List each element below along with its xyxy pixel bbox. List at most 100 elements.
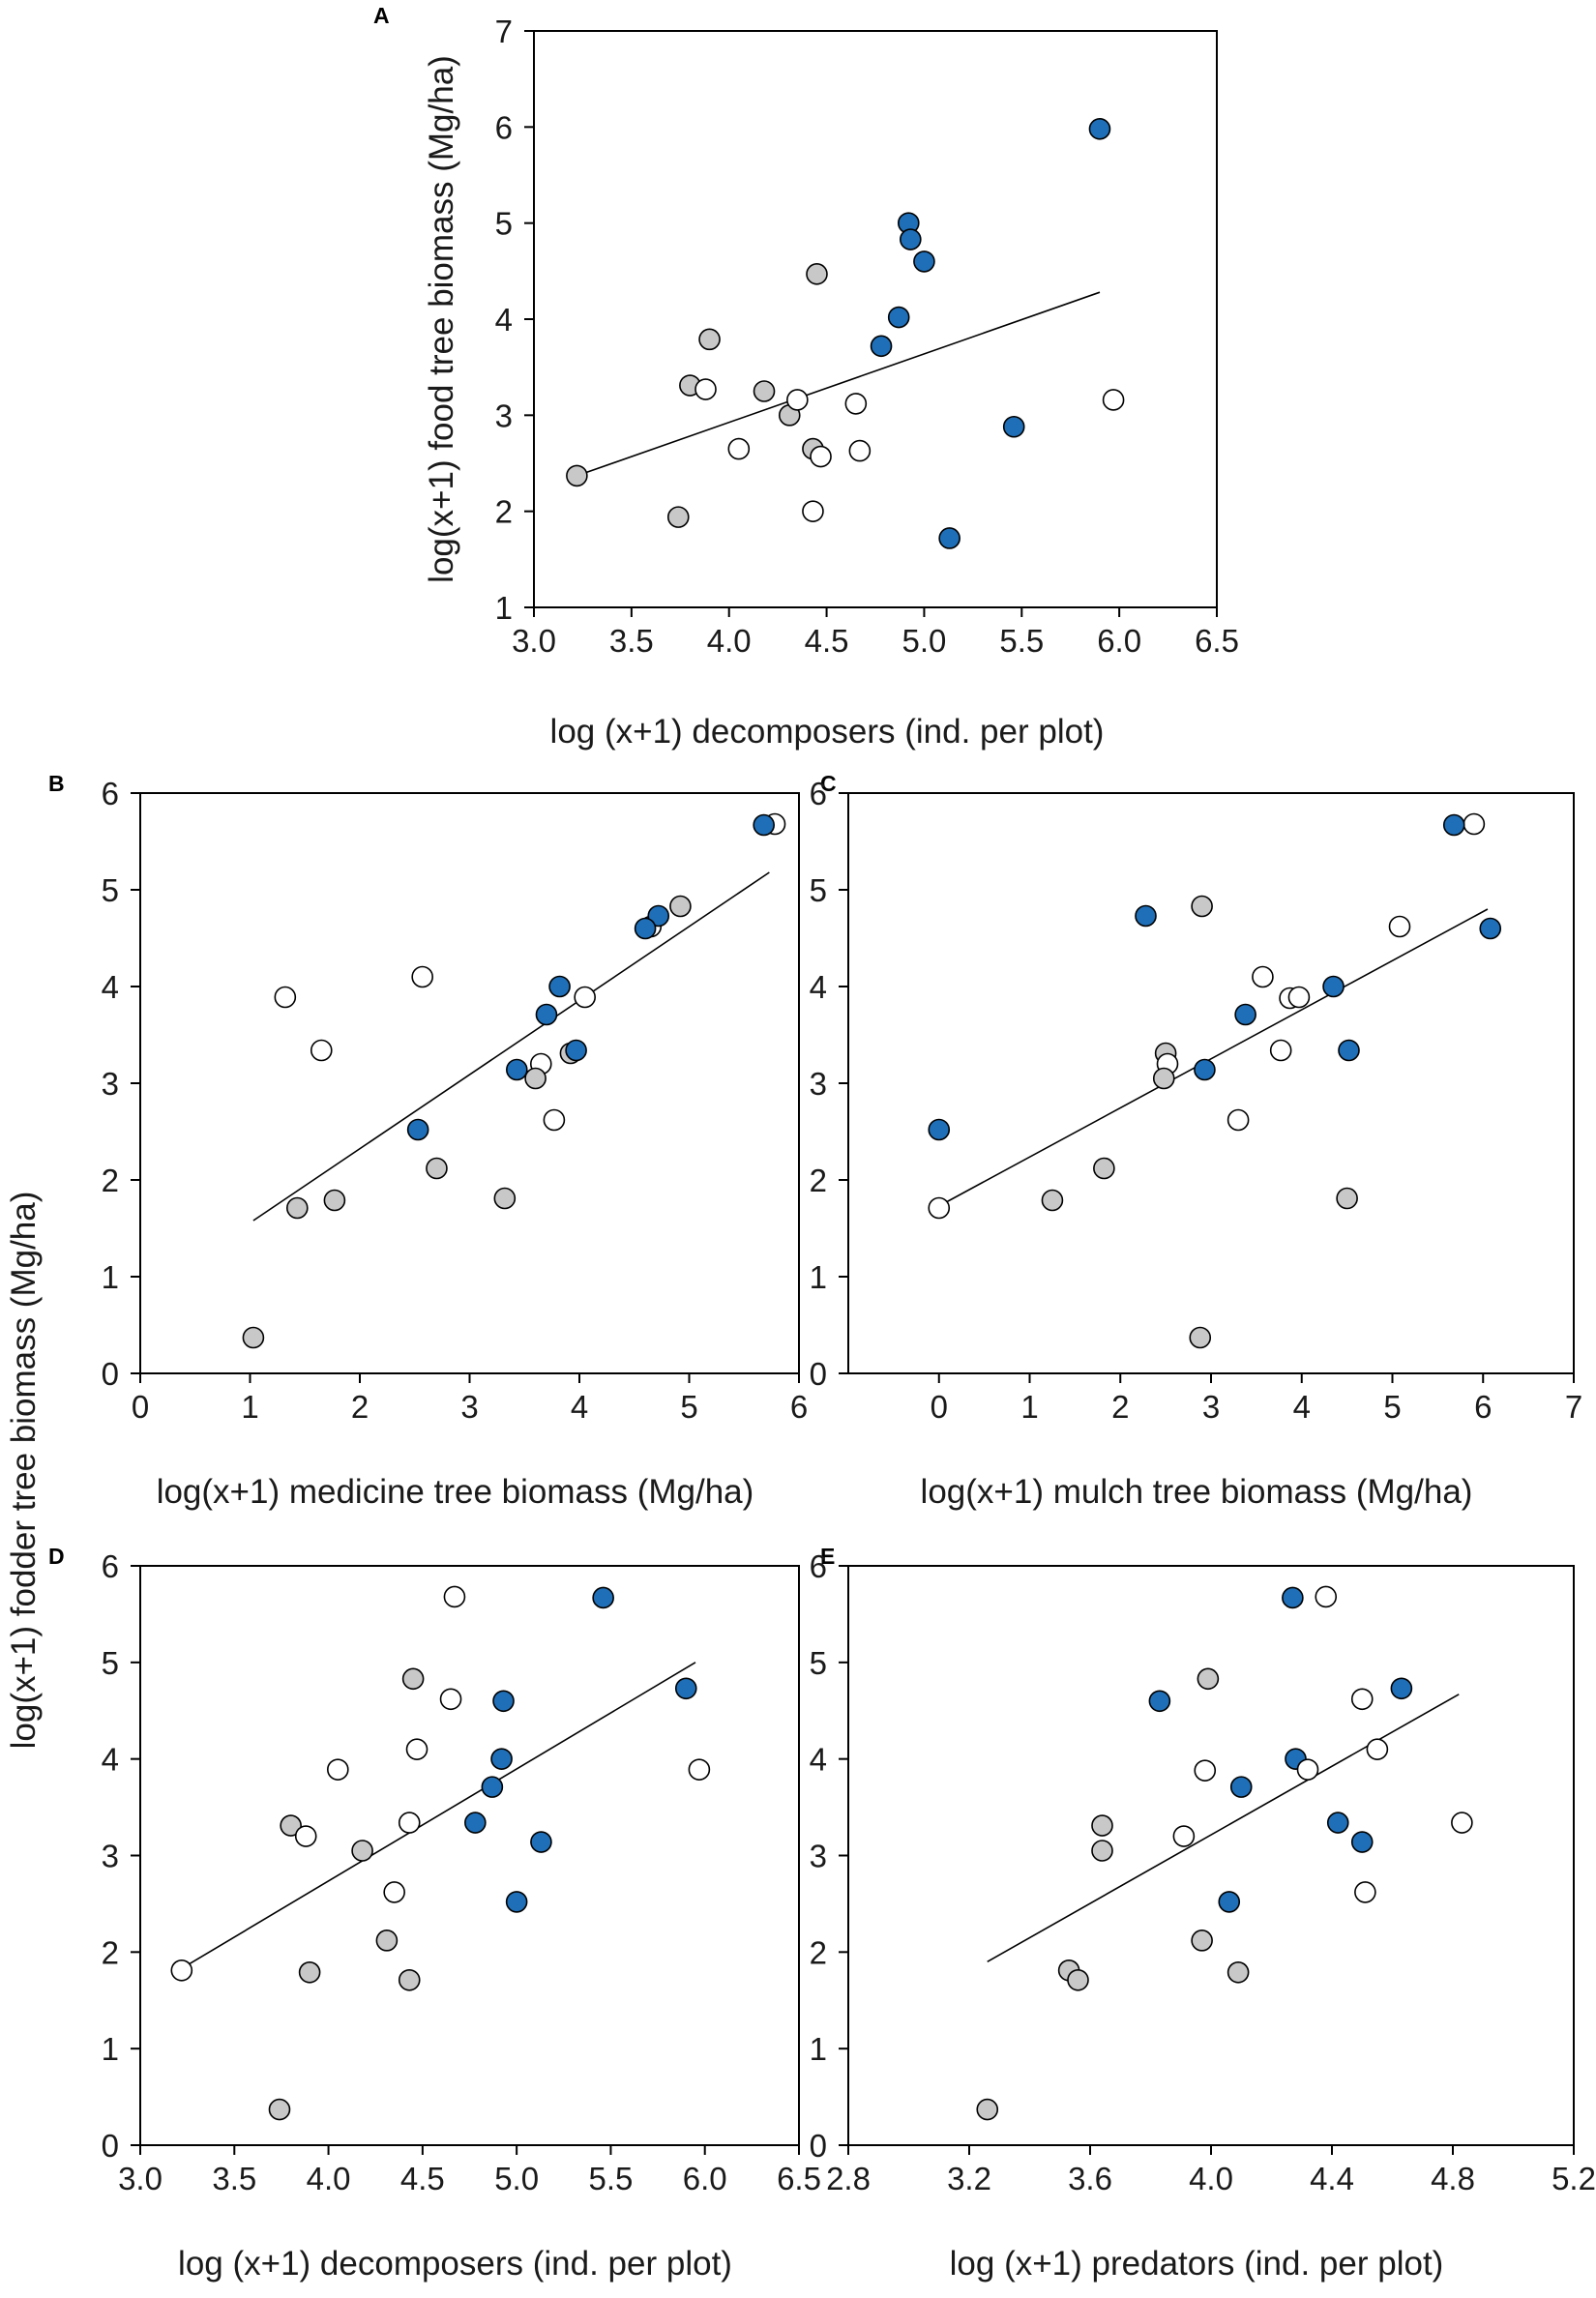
data-point-farm-a [1088,118,1111,140]
data-point-farm-b [1041,1189,1064,1212]
data-point-farm-b [426,1157,448,1180]
y-tick-label: 0 [810,2128,827,2164]
data-point-farm-a [647,904,670,928]
x-tick-label: 6.5 [777,2161,821,2196]
data-point-farm-c [688,1758,711,1781]
data-point-farm-b [806,263,828,285]
y-tick-label: 6 [495,109,513,145]
data-point-farm-c [1451,1812,1473,1834]
data-point-farm-c [170,1959,193,1982]
data-point-farm-b [375,1930,399,1952]
data-point-farm-a [464,1812,487,1834]
data-point-farm-b [401,1667,425,1691]
data-point-farm-c [310,1039,333,1062]
data-point-farm-c [1269,1039,1292,1062]
regression-line [181,1662,696,1969]
data-point-farm-b [280,1814,302,1837]
data-point-farm-c [1172,1825,1196,1847]
data-point-farm-c [1315,1585,1338,1608]
y-tick-label: 2 [810,1934,827,1970]
data-point-farm-a [406,1118,429,1141]
x-tick-label: 3.0 [512,623,556,659]
panel-a: A 3.0 3.5 4.0 4.5 5.0 5.5 6.0 6.5 1 2 3 4 5 6 7 log (x+1… [373,3,1239,751]
data-point-farm-c [1354,1881,1376,1903]
data-point-farm-c [1366,1738,1389,1760]
regression-line [987,1694,1460,1963]
y-tick-label: 4 [102,1742,119,1778]
data-point-farm-a [1442,813,1465,837]
data-point-farm-a [1326,1812,1349,1834]
data-point-farm-a [481,1776,504,1798]
y-tick-label: 0 [102,1356,119,1392]
x-tick-label: 3.2 [947,2161,991,2196]
y-tick-label: 5 [495,206,513,242]
data-point-farm-a [1282,1586,1304,1609]
data-point-farm-a [530,1831,552,1853]
data-point-farm-b [753,380,776,402]
y-tick-label: 1 [810,1259,827,1295]
x-tick-label: 1 [241,1389,258,1425]
y-tick-label: 1 [102,1259,119,1295]
data-point-farm-c [411,965,433,988]
data-point-farm-b [976,2098,999,2121]
x-tick-label: 3 [1202,1389,1220,1425]
x-tick-label: 4.5 [400,2161,445,2196]
x-tick-label: 2 [351,1389,369,1425]
x-tick-label: 7 [1565,1389,1582,1425]
y-tick-label: 2 [810,1163,827,1198]
plot-frame [533,30,1218,608]
data-point-farm-a [674,1677,697,1700]
x-tick-label: 5.0 [494,2161,539,2196]
y-tick-label: 5 [102,872,119,908]
y-tick-label: 5 [102,1645,119,1681]
data-point-farm-b [1091,1840,1113,1862]
y-tick-label: 0 [810,1356,827,1392]
data-point-farm-a [592,1586,614,1609]
x-tick-label: 5 [680,1389,697,1425]
data-point-farm-c [439,1688,462,1711]
panel-label: B [48,771,65,796]
plot-frame [139,792,800,1374]
y-tick-label: 7 [495,14,513,49]
data-point-farm-c [274,986,297,1009]
x-tick-label: 2 [1111,1389,1129,1425]
data-point-farm-c [1296,1758,1319,1781]
regression-line [938,908,1489,1207]
x-tick-label: 4.5 [805,623,849,659]
y-tick-label: 1 [495,590,513,626]
data-point-farm-b [524,1067,547,1090]
data-point-farm-c [383,1881,405,1903]
x-tick-label: 3.6 [1068,2161,1112,2196]
data-point-farm-c [1388,915,1411,938]
x-tick-label: 0 [132,1389,149,1425]
data-point-farm-a [492,1690,515,1713]
panel-label: A [373,3,390,28]
data-point-farm-b [286,1196,309,1220]
data-point-farm-a [1234,1003,1256,1026]
data-point-farm-c [405,1738,429,1760]
data-point-farm-c [1287,986,1311,1009]
regression-line [252,871,770,1222]
data-point-farm-a [506,1058,528,1081]
y-tick-label: 6 [810,776,827,811]
data-point-farm-a [535,1003,558,1026]
y-tick-label: 3 [810,1839,827,1874]
data-point-farm-b [669,895,692,918]
x-tick-label: 3.5 [609,623,654,659]
x-tick-label: 3 [460,1389,478,1425]
data-point-farm-b [666,506,690,528]
shared-ylabel: log(x+1) fodder tree biomass (Mg/ha) [5,1192,43,1750]
data-point-farm-a [1338,1039,1360,1062]
data-point-farm-c [695,378,717,400]
data-point-farm-c [928,1196,951,1220]
x-tick-label: 6 [1474,1389,1492,1425]
data-point-farm-c [848,439,872,462]
data-point-farm-b [1191,895,1213,918]
y-tick-label: 0 [102,2128,119,2164]
data-point-farm-b [1227,1960,1250,1984]
x-tick-label: 5.5 [588,2161,633,2196]
data-point-farm-b [566,464,588,487]
data-point-farm-a [1194,1058,1216,1081]
x-tick-label: 3.5 [212,2161,256,2196]
x-tick-label: 4.0 [1189,2161,1233,2196]
